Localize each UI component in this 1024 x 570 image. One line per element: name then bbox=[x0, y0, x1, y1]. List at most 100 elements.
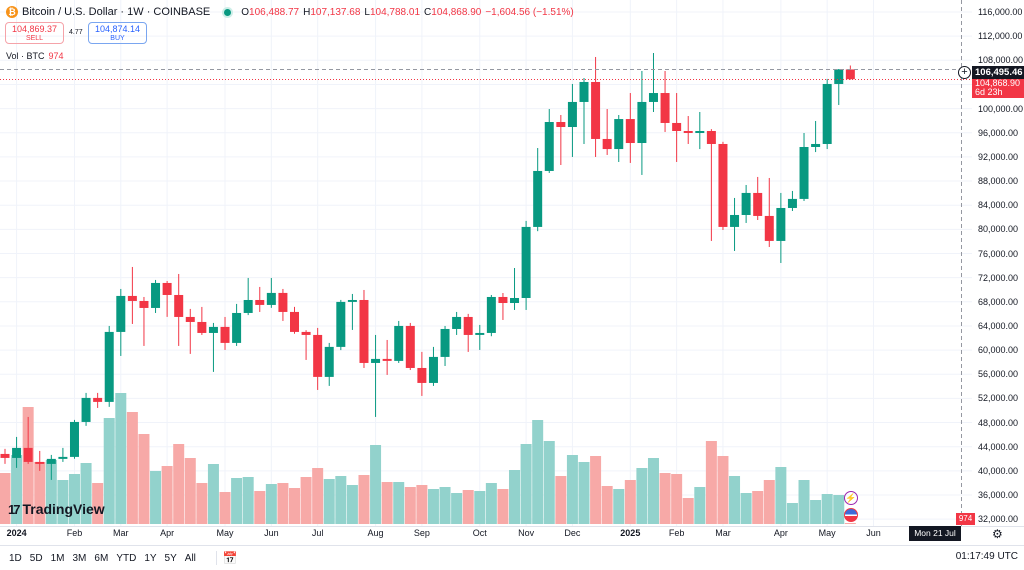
price-axis-label: 36,000.00 bbox=[978, 490, 1019, 500]
volume-bar bbox=[647, 458, 659, 524]
lightning-event-icon[interactable]: ⚡ bbox=[844, 491, 858, 505]
price-chart[interactable] bbox=[0, 0, 1024, 545]
price-axis-label: 56,000.00 bbox=[978, 369, 1019, 380]
candle-body bbox=[799, 146, 809, 199]
price-axis-label: 92,000.00 bbox=[978, 151, 1019, 162]
candle-body bbox=[753, 192, 763, 216]
candle-body bbox=[255, 299, 265, 305]
volume-legend[interactable]: Vol · BTC 974 bbox=[6, 51, 64, 61]
range-1y[interactable]: 1Y bbox=[144, 552, 157, 564]
price-axis-label: 108,000.00 bbox=[978, 55, 1024, 66]
candle-body bbox=[220, 326, 230, 343]
volume-bar bbox=[173, 444, 185, 524]
range-all[interactable]: All bbox=[184, 552, 196, 564]
volume-bar bbox=[103, 418, 115, 524]
candle-body bbox=[394, 325, 404, 361]
range-5y[interactable]: 5Y bbox=[164, 552, 177, 564]
candle-body bbox=[706, 130, 716, 144]
candle-body bbox=[174, 294, 184, 317]
buy-price: 104,874.14 bbox=[94, 24, 141, 34]
volume-bar bbox=[740, 493, 752, 524]
tradingview-logo[interactable]: 17 TradingView bbox=[8, 501, 105, 517]
time-axis-label: Mar bbox=[715, 528, 731, 538]
volume-bar bbox=[729, 476, 741, 524]
candle-body bbox=[452, 316, 462, 329]
candle-body bbox=[382, 358, 392, 361]
range-1d[interactable]: 1D bbox=[9, 552, 22, 564]
buy-button[interactable]: 104,874.14 BUY bbox=[88, 22, 147, 44]
candle-body bbox=[69, 421, 79, 457]
volume-bar bbox=[358, 475, 370, 524]
volume-bar bbox=[566, 455, 578, 524]
volume-bar bbox=[624, 480, 636, 524]
candle-body bbox=[672, 122, 682, 131]
candle-body bbox=[428, 356, 438, 383]
candle-body bbox=[764, 215, 774, 241]
price-axis-label: 32,000.00 bbox=[978, 514, 1019, 525]
candle-body bbox=[498, 296, 508, 304]
volume-bar bbox=[115, 393, 127, 524]
range-1m[interactable]: 1M bbox=[50, 552, 65, 564]
candle-body bbox=[116, 295, 126, 332]
volume-bar bbox=[601, 486, 613, 524]
candle-body bbox=[359, 299, 369, 363]
volume-bar bbox=[694, 487, 706, 524]
high-value: H107,137.68 bbox=[303, 6, 361, 18]
candle-body bbox=[544, 122, 554, 171]
symbol-header[interactable]: ₿ Bitcoin / U.S. Dollar · 1W · COINBASE … bbox=[6, 4, 578, 20]
last-price-label: 104,868.90 6d 23h bbox=[972, 79, 1024, 98]
volume-bar bbox=[207, 464, 219, 524]
us-flag-event-icon[interactable] bbox=[844, 508, 858, 522]
candle-body bbox=[614, 119, 624, 150]
candle-body bbox=[533, 170, 543, 227]
volume-bar bbox=[138, 434, 150, 524]
volume-bar bbox=[509, 470, 521, 524]
utc-clock[interactable]: 01:17:49 UTC bbox=[955, 551, 1018, 562]
symbol-title[interactable]: Bitcoin / U.S. Dollar · 1W · COINBASE bbox=[22, 6, 211, 18]
add-alert-plus-icon[interactable]: + bbox=[958, 66, 971, 79]
candle-body bbox=[185, 316, 195, 322]
range-ytd[interactable]: YTD bbox=[116, 552, 137, 564]
range-3m[interactable]: 3M bbox=[72, 552, 87, 564]
candle-body bbox=[243, 299, 253, 313]
volume-bar bbox=[543, 441, 555, 524]
candle-body bbox=[290, 311, 299, 332]
candle-body bbox=[301, 331, 311, 335]
volume-bar bbox=[485, 483, 497, 524]
candle-body bbox=[278, 292, 288, 312]
volume-bar bbox=[798, 480, 810, 524]
volume-bar bbox=[323, 479, 335, 524]
candle-body bbox=[336, 301, 346, 347]
open-value: O106,488.77 bbox=[241, 6, 300, 18]
volume-bar bbox=[590, 456, 602, 524]
volume-bar bbox=[312, 468, 324, 524]
candle-body bbox=[324, 346, 334, 377]
market-status-icon[interactable] bbox=[224, 8, 232, 16]
volume-bar bbox=[682, 498, 694, 524]
crosshair-price-label: 106,495.46 bbox=[972, 66, 1024, 79]
range-6m[interactable]: 6M bbox=[94, 552, 109, 564]
volume-bar bbox=[161, 466, 173, 524]
time-axis-label: May bbox=[216, 528, 234, 538]
volume-bar bbox=[474, 491, 486, 524]
volume-bar bbox=[752, 491, 764, 524]
volume-bar bbox=[277, 483, 289, 524]
candle-body bbox=[591, 81, 601, 139]
volume-bar bbox=[439, 487, 451, 524]
range-5d[interactable]: 5D bbox=[29, 552, 43, 564]
volume-bar bbox=[659, 473, 671, 524]
candle-body bbox=[23, 447, 33, 462]
volume-bar bbox=[34, 462, 46, 524]
candle-body bbox=[46, 458, 56, 464]
bottom-toolbar: 1D 5D 1M 3M 6M YTD 1Y 5Y All 📅 bbox=[0, 545, 1024, 570]
go-to-date-calendar-icon[interactable]: 📅 bbox=[215, 551, 238, 565]
time-axis-label: May bbox=[818, 528, 836, 538]
sell-button[interactable]: 104,869.37 SELL bbox=[5, 22, 64, 44]
bar-countdown: 6d 23h bbox=[975, 87, 1003, 97]
candle-body bbox=[625, 119, 635, 144]
volume-bar bbox=[821, 494, 833, 524]
volume-bar bbox=[786, 503, 798, 524]
volume-bar bbox=[0, 473, 11, 524]
settings-gear-icon[interactable]: ⚙ bbox=[992, 527, 1003, 541]
volume-bar bbox=[393, 482, 405, 524]
